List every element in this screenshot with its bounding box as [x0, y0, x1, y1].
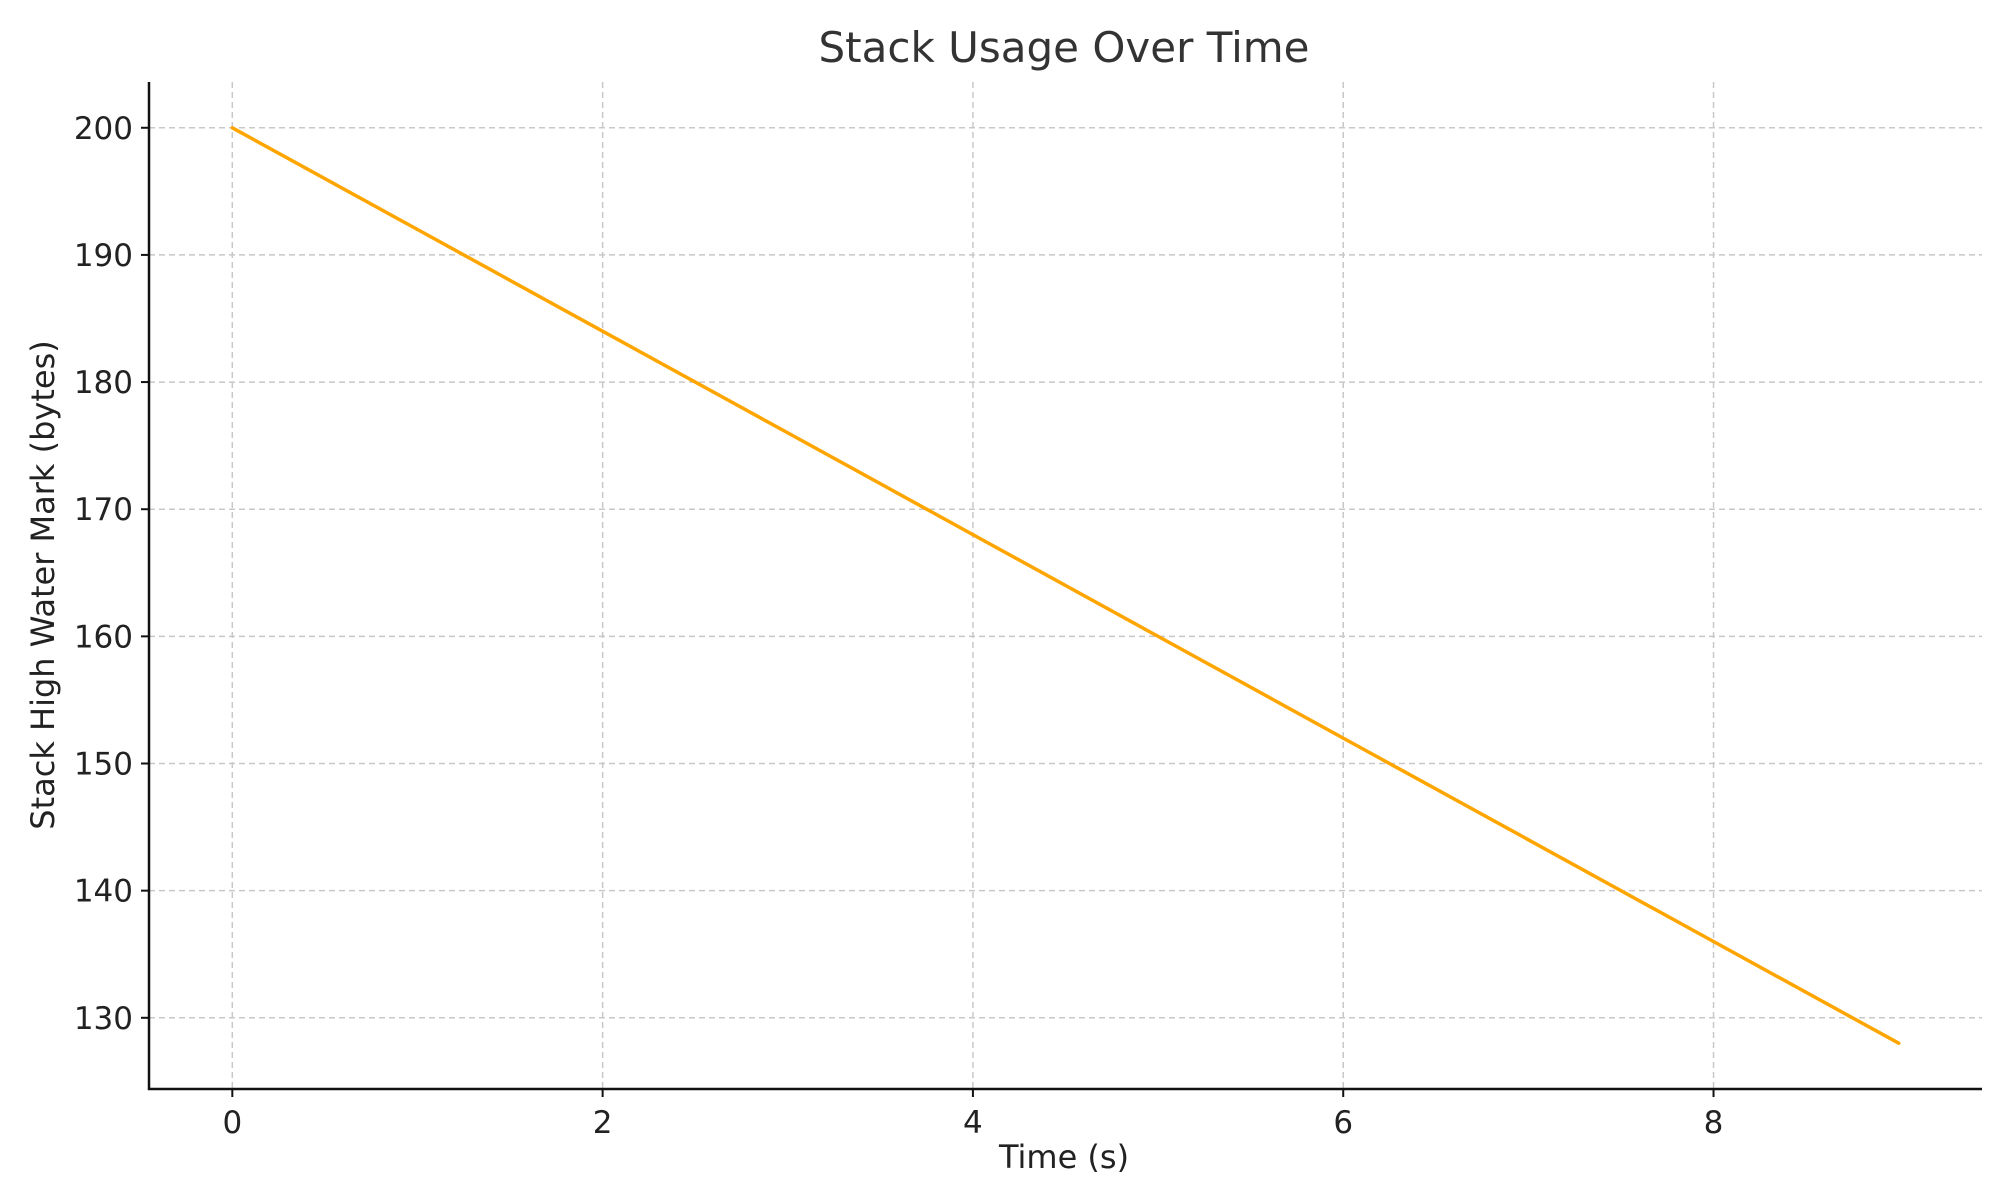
axis-spines: [147, 82, 1982, 1091]
data-point: [230, 126, 234, 130]
data-point: [1156, 634, 1160, 638]
data-point: [971, 533, 975, 537]
x-tick-label: 0: [222, 1105, 242, 1141]
x-tick-label: 6: [1333, 1105, 1353, 1141]
chart-title: Stack Usage Over Time: [819, 23, 1310, 72]
y-tick-label: 190: [74, 238, 133, 274]
y-tick-label: 200: [74, 111, 133, 147]
y-tick-label: 180: [74, 365, 133, 401]
y-tick-label: 150: [74, 747, 133, 783]
ticks: 0 2 4 6 8 130 140 150 160 170 180 190 200: [74, 111, 1724, 1141]
data-point: [1712, 940, 1715, 943]
x-axis-label: Time (s): [998, 1138, 1129, 1176]
data-point: [1897, 1041, 1901, 1045]
y-tick-label: 140: [74, 874, 133, 910]
y-tick-label: 130: [74, 1001, 133, 1037]
axes: [147, 82, 1982, 1091]
x-tick-label: 8: [1704, 1105, 1724, 1141]
y-tick-label: 160: [74, 619, 133, 655]
data-point: [416, 228, 419, 231]
data-point: [1341, 736, 1345, 740]
data-point: [786, 431, 790, 435]
x-tick-label: 4: [963, 1105, 983, 1141]
x-tick-label: 2: [593, 1105, 613, 1141]
data-point: [1526, 838, 1530, 842]
series-layer: [230, 126, 1901, 1045]
y-tick-label: 170: [74, 492, 133, 528]
grid: [149, 82, 1982, 1089]
data-point: [601, 329, 605, 333]
y-axis-label: Stack High Water Mark (bytes): [24, 340, 62, 829]
series-line: [230, 126, 1901, 1045]
